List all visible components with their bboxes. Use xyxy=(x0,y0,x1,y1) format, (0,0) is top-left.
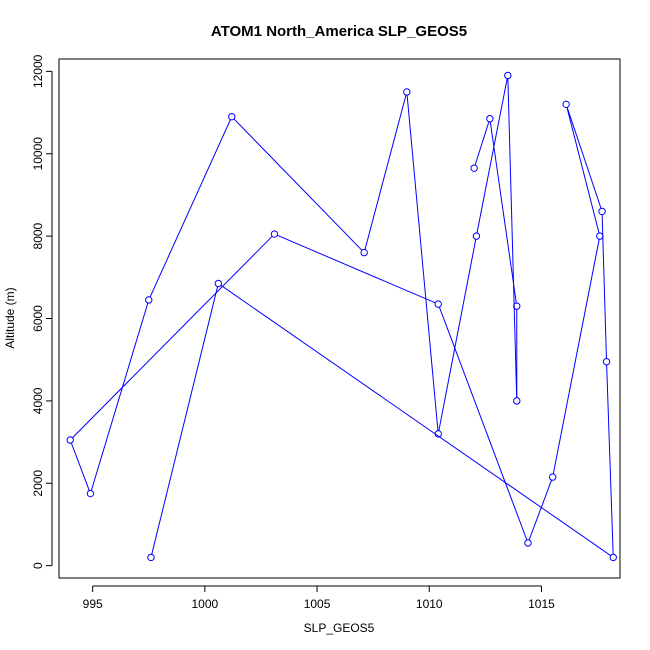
series-line-segment xyxy=(566,107,600,234)
plot-area: 995 1000 1005 1010 1015 0 2000 4000 6000 8000 1000… xyxy=(31,54,621,611)
y-tick-label: 4000 xyxy=(31,387,45,414)
data-point xyxy=(602,358,611,366)
series-line-segment xyxy=(474,121,490,166)
data-point xyxy=(562,100,570,109)
series-line-segment xyxy=(601,214,607,359)
x-tick-label: 1005 xyxy=(304,597,331,611)
y-axis-label: Altitude (m) xyxy=(3,287,17,348)
data-point xyxy=(214,279,223,288)
series-line-segment xyxy=(70,442,90,491)
x-tick-label: 1000 xyxy=(192,597,219,611)
data-point xyxy=(513,397,521,405)
data-point xyxy=(472,232,481,240)
data-point xyxy=(434,430,442,438)
series-line-segment xyxy=(552,239,600,475)
series-line-segment xyxy=(151,286,219,555)
data-point xyxy=(145,296,153,304)
series-line-segment xyxy=(566,107,602,209)
series-line-segment xyxy=(438,239,477,431)
series-line-segment xyxy=(476,78,508,234)
series-line-segment xyxy=(364,94,407,250)
series-line-segment xyxy=(277,234,436,304)
y-tick-label: 8000 xyxy=(31,222,45,249)
x-tick-label: 995 xyxy=(83,597,103,611)
data-point xyxy=(147,553,155,562)
x-axis-label: SLP_GEOS5 xyxy=(304,621,375,635)
series-line-segment xyxy=(72,235,273,439)
data-point xyxy=(228,112,236,121)
plot-frame xyxy=(58,58,621,579)
y-tick-label: 10000 xyxy=(31,137,45,171)
y-tick-label: 6000 xyxy=(31,305,45,332)
data-point xyxy=(434,300,442,308)
data-point xyxy=(513,302,521,310)
series-line-segment xyxy=(220,284,611,556)
y-tick-label: 0 xyxy=(31,562,45,569)
series-line-segment xyxy=(606,364,614,555)
data-point xyxy=(270,230,279,238)
data-point xyxy=(86,489,95,498)
series-line-segment xyxy=(90,302,149,491)
x-tick-label: 1010 xyxy=(416,597,443,611)
x-tick-label: 1015 xyxy=(528,597,555,611)
series-line-segment xyxy=(406,95,439,431)
series-line-segment xyxy=(149,119,231,298)
data-point xyxy=(609,553,617,562)
data-point xyxy=(470,164,478,172)
series-line-segment xyxy=(489,121,517,304)
series-line-segment xyxy=(507,78,518,398)
data-point xyxy=(66,436,74,444)
y-tick-label: 2000 xyxy=(31,470,45,497)
data-point xyxy=(548,473,557,481)
data-point xyxy=(403,88,411,96)
series-line-segment xyxy=(528,479,553,541)
data-point xyxy=(486,115,494,123)
data-point xyxy=(524,539,532,547)
chart-title: ATOM1 North_America SLP_GEOS5 xyxy=(211,23,467,40)
data-point xyxy=(360,248,368,257)
data-point xyxy=(598,207,606,216)
y-tick-label: 12000 xyxy=(31,54,45,88)
data-point xyxy=(504,71,512,80)
data-point xyxy=(596,232,604,240)
series-line-segment xyxy=(438,306,528,541)
series-line-segment xyxy=(233,118,363,251)
